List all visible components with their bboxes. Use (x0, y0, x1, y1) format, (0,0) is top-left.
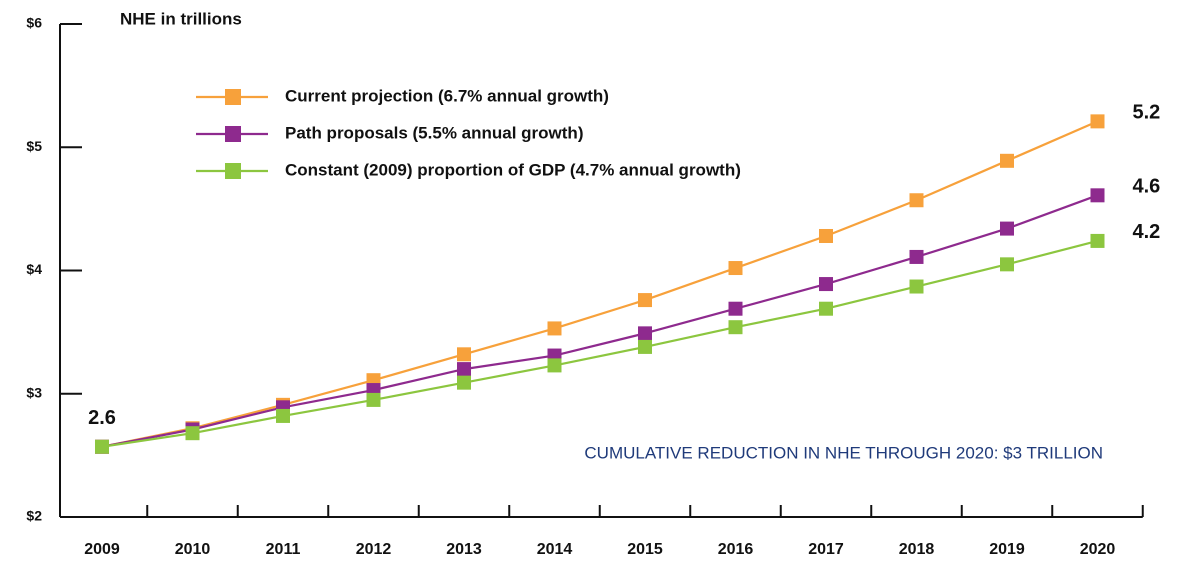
marker (457, 375, 471, 390)
marker (819, 277, 833, 292)
legend-marker (225, 89, 241, 105)
x-tick-label: 2012 (356, 541, 392, 558)
marker (1000, 153, 1014, 168)
y-axis-label: NHE in trillions (120, 9, 242, 28)
marker (819, 228, 833, 243)
legend-label: Constant (2009) proportion of GDP (4.7% … (285, 160, 741, 179)
marker (276, 408, 290, 423)
marker (728, 261, 743, 276)
marker (366, 392, 381, 407)
y-tick-label: $5 (26, 138, 42, 154)
marker (547, 321, 562, 336)
x-tick-label: 2010 (175, 541, 211, 558)
marker (1000, 257, 1014, 272)
marker (728, 301, 743, 316)
marker (457, 347, 471, 362)
series-line (101, 239, 1098, 448)
marker (819, 301, 833, 316)
x-tick-label: 2015 (627, 541, 663, 558)
x-tick-label: 2013 (446, 541, 482, 558)
marker (1090, 188, 1105, 203)
x-tick-label: 2019 (989, 541, 1025, 558)
marker (638, 339, 652, 354)
x-tick-label: 2016 (718, 541, 754, 558)
y-tick-label: $3 (26, 384, 42, 400)
marker (547, 358, 562, 373)
data-label: 4.6 (1133, 176, 1161, 198)
data-label: 4.2 (1133, 221, 1161, 243)
marker (909, 279, 924, 294)
x-tick-label: 2014 (537, 541, 573, 558)
x-tick-label: 2009 (84, 541, 120, 558)
x-tick-label: 2017 (808, 541, 844, 558)
annotation: CUMULATIVE REDUCTION IN NHE THROUGH 2020… (584, 443, 1103, 462)
marker (909, 193, 924, 208)
marker (1090, 114, 1105, 129)
marker (638, 326, 652, 341)
marker (1000, 221, 1014, 236)
y-tick-label: $2 (26, 508, 42, 524)
y-tick-label: $6 (26, 15, 42, 31)
marker (728, 320, 743, 335)
series-line (101, 120, 1098, 448)
legend-marker (225, 126, 241, 142)
marker (638, 293, 652, 308)
x-tick-label: 2011 (266, 541, 301, 558)
x-tick-label: 2020 (1080, 541, 1116, 558)
series-line (101, 194, 1098, 448)
y-tick-label: $4 (26, 261, 42, 277)
data-label: 5.2 (1133, 102, 1161, 124)
marker (909, 249, 924, 264)
x-tick-label: 2018 (899, 541, 935, 558)
marker (457, 362, 471, 377)
data-label: 2.6 (88, 407, 116, 429)
legend-label: Path proposals (5.5% annual growth) (285, 123, 583, 142)
legend-label: Current projection (6.7% annual growth) (285, 86, 609, 105)
marker (95, 439, 109, 454)
legend-marker (225, 163, 241, 179)
marker (185, 426, 200, 441)
marker (1090, 233, 1105, 248)
